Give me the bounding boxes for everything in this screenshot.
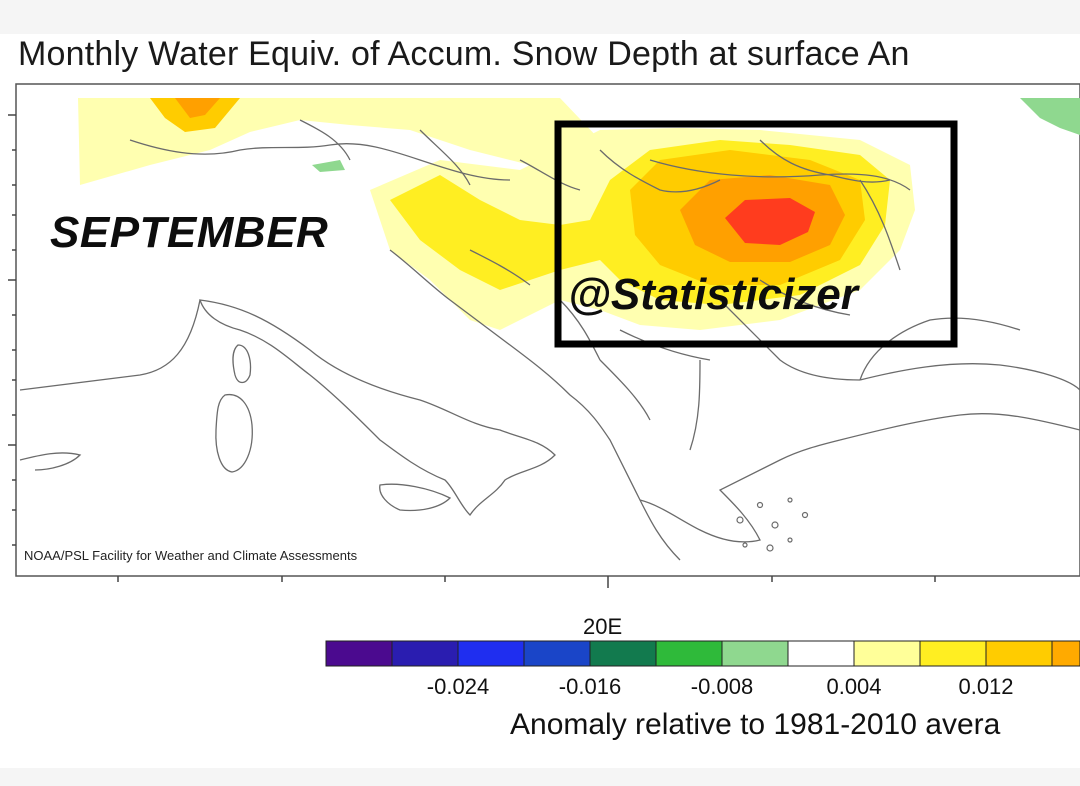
top-margin [0, 0, 1080, 34]
colorbar-tick-label: 0.012 [958, 674, 1014, 699]
colorbar-swatch [853, 640, 921, 667]
colorbar-swatch [985, 640, 1053, 667]
figure-title: Monthly Water Equiv. of Accum. Snow Dept… [18, 35, 910, 73]
black-sea [859, 317, 1080, 391]
bottom-margin [0, 768, 1080, 786]
italy-coast [199, 299, 556, 517]
colorbar-swatch [523, 640, 591, 667]
credit-line: NOAA/PSL Facility for Weather and Climat… [24, 548, 358, 563]
carpathians-border [649, 159, 911, 316]
sicily [379, 483, 452, 512]
colorbar-swatch [391, 640, 459, 667]
left-axis-ticks [8, 114, 16, 546]
colorbar-swatch [721, 640, 789, 667]
central-europe-borders [299, 119, 891, 193]
spain-coast [19, 452, 82, 471]
anomaly-field [78, 98, 1080, 330]
anomaly-green-ne [1020, 98, 1080, 135]
anomaly-red-central [725, 198, 815, 245]
longitude-label: 20E [583, 614, 623, 639]
greece-coast [639, 439, 841, 543]
sardinia [215, 393, 253, 473]
colorbar-tick-label: 0.004 [826, 674, 882, 699]
colorbar-swatch [457, 640, 525, 667]
colorbar-swatch [655, 640, 723, 667]
coastlines-borders [19, 119, 1080, 561]
colorbar-tick-label: -0.008 [690, 674, 754, 699]
colorbar [325, 640, 1080, 667]
france-coast [19, 299, 201, 391]
anomaly-orange-alps [175, 98, 220, 118]
colorbar-swatch [1051, 640, 1080, 667]
colorbar-tick-label: -0.016 [558, 674, 622, 699]
anomaly-green-alps [312, 160, 345, 172]
colorbar-swatch [787, 640, 855, 667]
month-label: SEPTEMBER [50, 208, 329, 257]
corsica [232, 344, 252, 384]
aegean-islands [736, 497, 809, 552]
watermark-handle: @Statisticizer [568, 270, 858, 319]
balkan-borders [469, 249, 861, 451]
colorbar-swatch [325, 640, 393, 667]
colorbar-tick-label: -0.024 [426, 674, 490, 699]
turkey-coast [839, 413, 1080, 441]
colorbar-swatch [589, 640, 657, 667]
colorbar-swatch [919, 640, 987, 667]
colorbar-title: Anomaly relative to 1981-2010 avera [510, 708, 1001, 741]
bottom-axis-ticks [117, 576, 936, 588]
highlight-box [554, 120, 958, 348]
alps-border [129, 139, 511, 181]
